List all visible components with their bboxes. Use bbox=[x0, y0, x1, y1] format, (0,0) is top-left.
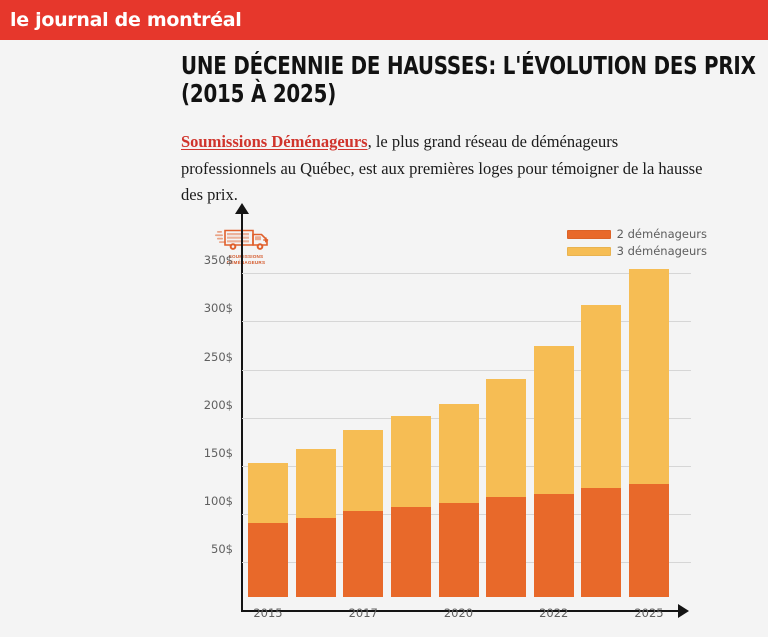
soumissions-demenageurs-logo: SOUMISSIONS DÉMÉNAGEURS bbox=[209, 225, 283, 266]
x-axis-arrow-icon bbox=[678, 603, 689, 618]
bar-segment-3-demenageurs bbox=[343, 429, 384, 512]
bar-segment-3-demenageurs bbox=[438, 403, 479, 503]
chart-legend: 2 déménageurs 3 déménageurs bbox=[566, 227, 707, 259]
bar-segment-3-demenageurs bbox=[295, 449, 336, 518]
legend-swatch-2-demenageurs bbox=[566, 229, 611, 239]
gridline bbox=[242, 321, 691, 323]
y-axis-tick-label: 300$ bbox=[203, 301, 233, 316]
soumissions-demenageurs-link[interactable]: Soumissions Déménageurs bbox=[181, 132, 368, 151]
bar-segment-2-demenageurs bbox=[343, 511, 384, 598]
gridline bbox=[242, 369, 691, 371]
article-body: UNE DÉCENNIE DE HAUSSES: L'ÉVOLUTION DES… bbox=[0, 40, 768, 637]
bar-segment-2-demenageurs bbox=[295, 517, 336, 598]
gridline bbox=[242, 273, 691, 275]
article-lede-text: , le plus grand réseau de déménageurs pr… bbox=[181, 132, 703, 205]
bar-segment-3-demenageurs bbox=[629, 268, 669, 485]
chart-bar[interactable]: 2020 bbox=[438, 250, 479, 620]
bar-segment-2-demenageurs bbox=[629, 484, 669, 598]
chart-plot-area: 50$ 100$ 150$ 200$ 250$ 300$ 350$ 2015 2017 2020… bbox=[204, 203, 691, 625]
price-evolution-chart: SOUMISSIONS DÉMÉNAGEURS 2 déménageurs 3 … bbox=[195, 203, 715, 637]
bar-segment-2-demenageurs bbox=[533, 493, 574, 598]
bar-segment-2-demenageurs bbox=[438, 502, 479, 598]
y-axis-tick-label: 100$ bbox=[203, 493, 233, 508]
x-axis bbox=[241, 609, 679, 613]
chart-bar[interactable]: 2025 bbox=[629, 250, 669, 620]
y-axis-tick-label: 150$ bbox=[203, 445, 233, 460]
chart-gridlines-and-bars: 50$ 100$ 150$ 200$ 250$ 300$ 350$ 2015 2017 2020… bbox=[204, 250, 691, 620]
y-axis-tick-label: 250$ bbox=[203, 349, 233, 364]
chart-bar[interactable] bbox=[581, 250, 622, 598]
bar-segment-3-demenageurs bbox=[486, 378, 527, 498]
x-axis-tick-label: 2022 bbox=[539, 606, 569, 621]
chart-bar[interactable] bbox=[295, 250, 336, 598]
bar-segment-3-demenageurs bbox=[390, 415, 431, 508]
chart-bar[interactable]: 2015 bbox=[248, 250, 288, 620]
y-axis-arrow-icon bbox=[234, 203, 249, 215]
y-axis-tick-label: 200$ bbox=[203, 397, 233, 412]
x-axis-tick-label: 2020 bbox=[443, 606, 474, 621]
chart-bar[interactable] bbox=[390, 250, 431, 598]
article-lede: Soumissions Déménageurs, le plus grand r… bbox=[181, 129, 706, 209]
bar-segment-2-demenageurs bbox=[248, 523, 288, 598]
y-axis-tick-label: 350$ bbox=[203, 253, 233, 268]
x-axis-tick-label: 2017 bbox=[348, 606, 378, 621]
moving-truck-icon bbox=[215, 229, 269, 251]
bar-segment-3-demenageurs bbox=[581, 304, 622, 488]
site-logo-text[interactable]: le journal de montréal bbox=[10, 9, 242, 31]
x-axis-tick-label: 2015 bbox=[253, 606, 283, 621]
chart-bar[interactable] bbox=[486, 250, 527, 598]
x-axis-tick-label: 2025 bbox=[634, 606, 664, 621]
chart-bar[interactable]: 2022 bbox=[533, 250, 574, 620]
y-axis-tick-label: 50$ bbox=[211, 542, 233, 557]
legend-label-2-demenageurs: 2 déménageurs bbox=[616, 227, 707, 242]
logo-caption: SOUMISSIONS DÉMÉNAGEURS bbox=[226, 254, 266, 266]
site-masthead: le journal de montréal bbox=[0, 0, 768, 40]
legend-swatch-3-demenageurs bbox=[566, 246, 611, 256]
bar-segment-2-demenageurs bbox=[390, 507, 431, 598]
chart-bar[interactable]: 2017 bbox=[343, 250, 384, 620]
page-title: UNE DÉCENNIE DE HAUSSES: L'ÉVOLUTION DES… bbox=[181, 51, 756, 108]
chart-bars: 2015 2017 2020 2022 2025 bbox=[248, 250, 669, 620]
legend-item-2-demenageurs: 2 déménageurs bbox=[566, 227, 707, 242]
bar-segment-3-demenageurs bbox=[533, 346, 574, 494]
legend-item-3-demenageurs: 3 déménageurs bbox=[566, 244, 707, 259]
legend-label-3-demenageurs: 3 déménageurs bbox=[616, 244, 707, 259]
y-axis bbox=[241, 212, 244, 612]
bar-segment-2-demenageurs bbox=[581, 487, 622, 598]
bar-segment-3-demenageurs bbox=[248, 463, 288, 524]
bar-segment-2-demenageurs bbox=[486, 497, 527, 598]
